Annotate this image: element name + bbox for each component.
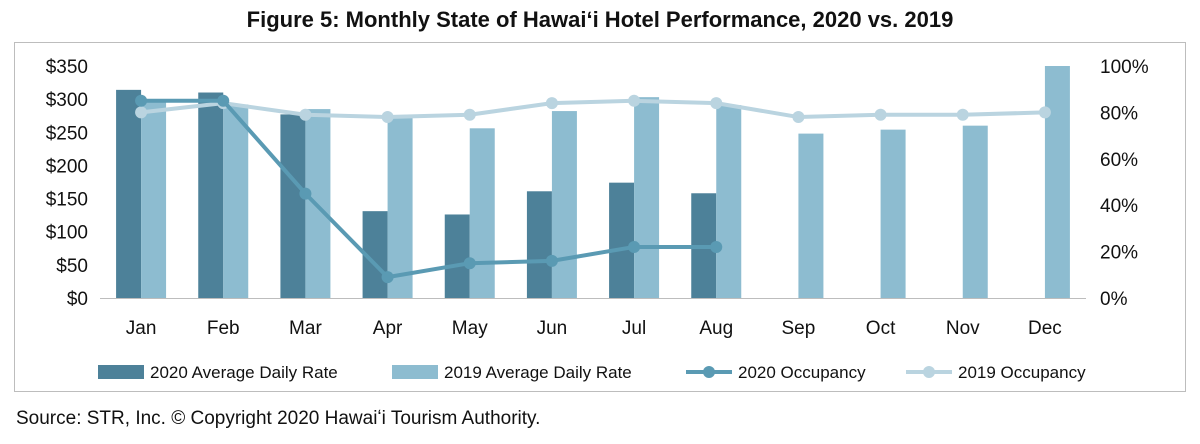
x-tick-label: Sep — [782, 318, 816, 339]
occupancy-2019-point — [874, 108, 887, 121]
occupancy-2019-point — [1038, 106, 1051, 119]
occupancy-2019-point — [381, 111, 394, 124]
x-tick-label: Nov — [946, 318, 980, 339]
occupancy-2019-point — [710, 97, 723, 110]
y-right-tick-label: 20% — [1100, 243, 1138, 264]
y-left-tick-label: $250 — [46, 123, 88, 144]
bar-2019-adr — [716, 105, 742, 298]
x-tick-label: Jan — [126, 318, 157, 339]
occupancy-2019-line — [140, 98, 1045, 120]
y-right-tick-label: 40% — [1100, 196, 1138, 217]
y-right-tick-label: 60% — [1100, 150, 1138, 171]
occupancy-2019-point — [792, 111, 805, 124]
x-tick-label: May — [452, 318, 488, 339]
y-left-tick-label: $300 — [46, 90, 88, 111]
chart-title: Figure 5: Monthly State of Hawaiʻi Hotel… — [246, 7, 954, 32]
occupancy-2020-point — [710, 240, 723, 253]
bar-2020-adr — [609, 182, 635, 298]
legend-2019-occupancy-swatch-marker — [923, 366, 935, 378]
y-left-tick-label: $150 — [46, 190, 88, 211]
source-note: Source: STR, Inc. © Copyright 2020 Hawai… — [16, 408, 541, 429]
x-tick-label: Aug — [699, 318, 733, 339]
bar-2019-adr — [962, 125, 988, 299]
y-left-tick-label: $100 — [46, 223, 88, 244]
y-right-tick-label: 80% — [1100, 103, 1138, 124]
y-right-tick-label: 0% — [1100, 289, 1128, 310]
bar-2019-adr — [880, 129, 906, 298]
legend-2020-adr-swatch — [98, 365, 144, 379]
bar-2020-adr — [280, 114, 306, 298]
occupancy-2019-point — [628, 94, 641, 107]
bar-2019-adr — [223, 104, 249, 299]
occupancy-2020-point — [628, 240, 641, 253]
bar-2020-adr — [444, 214, 470, 298]
bar-2020-adr — [198, 92, 224, 298]
legend-2019-adr-swatch — [392, 365, 438, 379]
x-tick-label: Feb — [207, 318, 240, 339]
occupancy-2019-point — [956, 108, 969, 121]
legend-2019-occupancy-label: 2019 Occupancy — [958, 363, 1086, 382]
occupancy-2020-point — [463, 257, 476, 270]
legend-2020-occupancy-swatch-marker — [703, 366, 715, 378]
bar-2020-adr — [116, 89, 142, 298]
x-tick-label: Apr — [373, 318, 403, 339]
bar-2020-adr — [526, 191, 552, 298]
chart-border — [14, 42, 1186, 392]
y-left-tick-label: $0 — [67, 289, 88, 310]
bar-2019-adr — [551, 111, 577, 299]
occupancy-2019-point — [545, 97, 558, 110]
bar-2019-adr — [634, 97, 660, 298]
bar-2019-adr — [1044, 66, 1070, 298]
y-left-tick-label: $200 — [46, 156, 88, 177]
y-left-tick-label: $350 — [46, 57, 88, 78]
bar-2019-adr — [387, 117, 413, 298]
legend-2020-adr-label: 2020 Average Daily Rate — [150, 363, 338, 382]
occupancy-2020-line — [141, 98, 717, 280]
occupancy-2020-point — [299, 187, 312, 200]
x-tick-label: Dec — [1028, 318, 1062, 339]
bar-2019-adr — [141, 100, 167, 299]
occupancy-2019-point — [135, 106, 148, 119]
occupancy-2019-point — [299, 108, 312, 121]
y-right-tick-label: 100% — [1100, 57, 1149, 78]
legend-2020-occupancy-label: 2020 Occupancy — [738, 363, 866, 382]
occupancy-2019-point — [463, 108, 476, 121]
occupancy-2020-point — [217, 94, 230, 107]
bar-2019-adr — [469, 128, 495, 298]
occupancy-2020-point — [381, 271, 394, 284]
occupancy-2020-point — [545, 254, 558, 267]
occupancy-2020-point — [135, 94, 148, 107]
x-tick-label: Oct — [866, 318, 896, 339]
x-tick-label: Jul — [622, 318, 646, 339]
x-tick-label: Mar — [289, 318, 322, 339]
x-tick-label: Jun — [537, 318, 568, 339]
y-left-tick-label: $50 — [56, 256, 88, 277]
legend-2019-adr-label: 2019 Average Daily Rate — [444, 363, 632, 382]
bar-2019-adr — [798, 133, 824, 298]
